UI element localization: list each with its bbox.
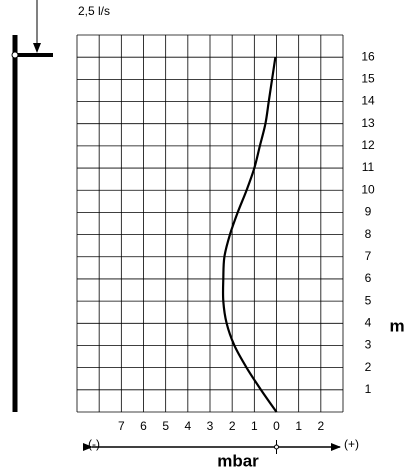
y-tick-label: 15 — [361, 72, 375, 86]
x-tick-label: 5 — [162, 419, 169, 433]
flow-label: 2,5 l/s — [78, 4, 110, 18]
y-tick-label: 6 — [365, 271, 372, 285]
y-tick-label: 2 — [365, 360, 372, 374]
x-tick-label: 2 — [317, 419, 324, 433]
x-tick-label: 6 — [140, 419, 147, 433]
y-tick-label: 4 — [365, 315, 372, 329]
negative-label: (-) — [88, 437, 100, 451]
y-tick-label: 16 — [361, 49, 375, 63]
y-tick-label: 8 — [365, 227, 372, 241]
zero-dot — [274, 444, 279, 450]
x-tick-label: 7 — [118, 419, 125, 433]
x-tick-label: 1 — [295, 419, 302, 433]
pipe-diagram — [11, 0, 53, 412]
positive-label: (+) — [344, 437, 359, 451]
y-tick-label: 14 — [361, 94, 375, 108]
joint — [11, 51, 19, 59]
x-tick-label: 2 — [229, 419, 236, 433]
x-tick-label: 3 — [207, 419, 214, 433]
y-tick-label: 3 — [365, 338, 372, 352]
y-tick-label: 10 — [361, 182, 375, 196]
y-tick-label: 5 — [365, 293, 372, 307]
x-axis-label: mbar — [217, 451, 259, 470]
y-tick-label: 1 — [365, 382, 372, 396]
y-tick-label: 12 — [361, 138, 375, 152]
curve — [221, 57, 278, 413]
y-axis-label: m — [389, 316, 404, 335]
x-tick-label: 1 — [251, 419, 258, 433]
y-tick-label: 13 — [361, 116, 375, 130]
x-tick-label: 4 — [184, 419, 191, 433]
y-tick-label: 9 — [365, 205, 372, 219]
x-tick-label: 0 — [273, 419, 280, 433]
y-tick-label: 11 — [362, 160, 375, 174]
y-tick-label: 7 — [365, 249, 372, 263]
